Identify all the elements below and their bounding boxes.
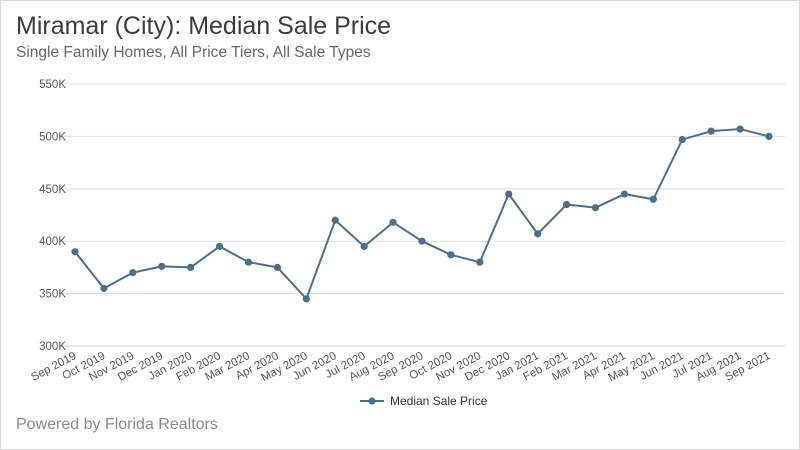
data-point[interactable]: [447, 251, 455, 259]
footer-credit: Powered by Florida Realtors: [16, 416, 218, 433]
y-tick-label: 500K: [39, 131, 66, 143]
data-point[interactable]: [187, 263, 195, 271]
data-point[interactable]: [215, 242, 224, 251]
data-point[interactable]: [562, 200, 571, 209]
data-point[interactable]: [389, 218, 397, 226]
series-line: [74, 128, 770, 300]
data-point[interactable]: [360, 242, 368, 251]
y-tick-label: 400K: [39, 236, 66, 248]
data-point[interactable]: [707, 127, 715, 135]
data-point[interactable]: [100, 284, 108, 292]
y-tick-label: 300K: [39, 341, 66, 353]
data-point[interactable]: [649, 195, 657, 203]
y-tick-label: 550K: [39, 79, 66, 91]
data-point[interactable]: [331, 216, 339, 224]
series-median-sale-price: [71, 125, 773, 303]
data-point[interactable]: [505, 190, 513, 198]
data-point[interactable]: [620, 190, 629, 198]
data-point[interactable]: [418, 237, 426, 245]
data-point[interactable]: [678, 135, 686, 144]
y-axis-ticks: 300K 350K 400K 450K 500K 550K: [39, 79, 66, 353]
data-point[interactable]: [736, 125, 744, 133]
data-point[interactable]: [534, 230, 542, 238]
data-point[interactable]: [273, 263, 282, 271]
data-point[interactable]: [591, 204, 600, 212]
chart-subtitle: Single Family Homes, All Price Tiers, Al…: [16, 44, 371, 61]
y-tick-label: 450K: [39, 184, 66, 196]
data-point[interactable]: [244, 258, 253, 266]
data-point[interactable]: [765, 132, 773, 140]
chart-title: Miramar (City): Median Sale Price: [16, 12, 392, 40]
data-point[interactable]: [158, 262, 166, 270]
data-point[interactable]: [129, 269, 137, 277]
data-point[interactable]: [71, 248, 79, 256]
gridlines: [60, 83, 785, 347]
legend-point-marker: [368, 397, 376, 405]
data-point[interactable]: [476, 258, 484, 266]
y-tick-label: 350K: [39, 289, 66, 301]
legend-label[interactable]: Median Sale Price: [390, 394, 488, 408]
legend[interactable]: Median Sale Price: [360, 394, 488, 408]
data-point[interactable]: [302, 295, 310, 303]
